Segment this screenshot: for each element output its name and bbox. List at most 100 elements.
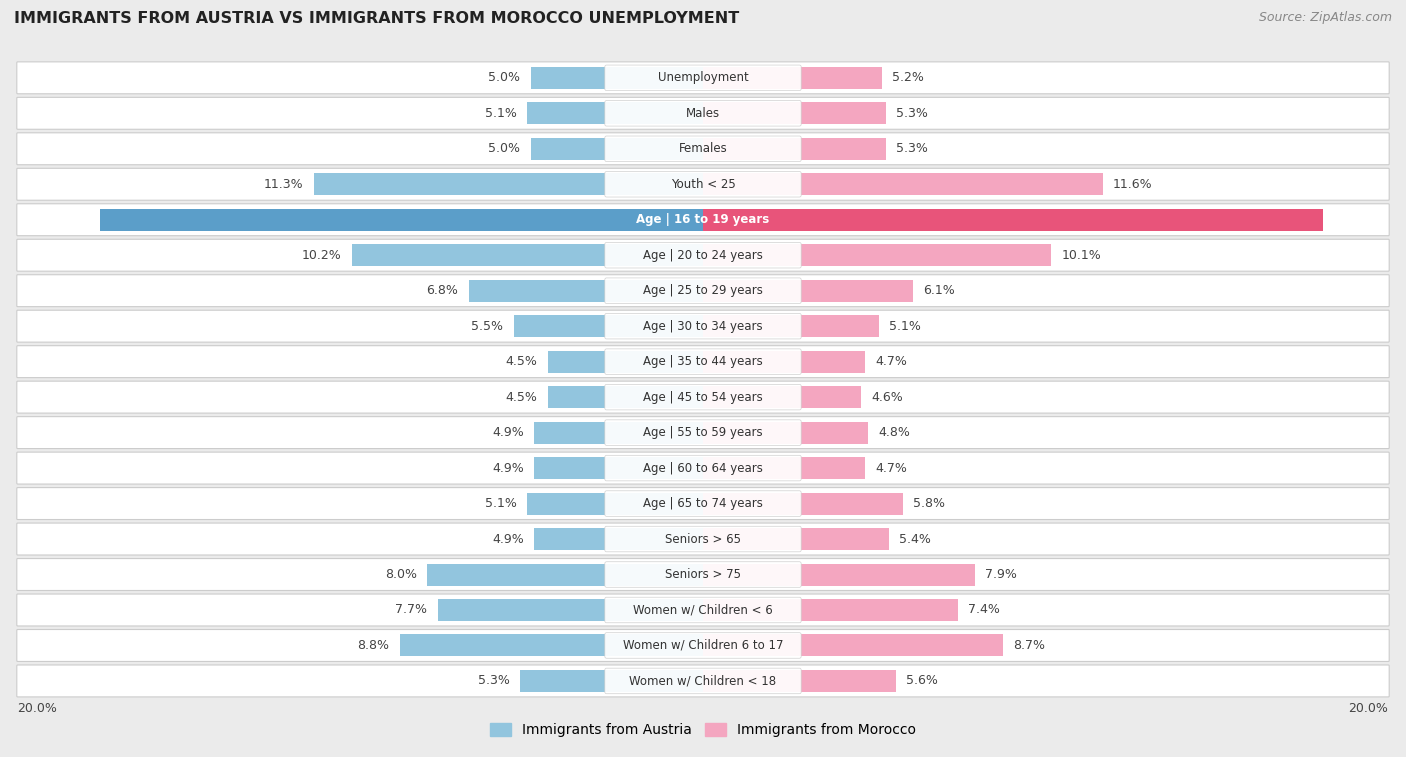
Bar (513, 315, 703, 337)
FancyBboxPatch shape (17, 239, 1389, 271)
FancyBboxPatch shape (17, 452, 1389, 484)
FancyBboxPatch shape (605, 668, 801, 693)
Bar (703, 599, 957, 621)
Text: Age | 65 to 74 years: Age | 65 to 74 years (643, 497, 763, 510)
FancyBboxPatch shape (605, 562, 801, 587)
Bar (703, 670, 896, 692)
Bar (534, 457, 703, 479)
Text: 5.2%: 5.2% (893, 71, 924, 84)
Bar (314, 173, 703, 195)
Bar (531, 67, 703, 89)
Bar (703, 245, 1050, 266)
FancyBboxPatch shape (605, 172, 801, 197)
Bar (468, 279, 703, 302)
Text: 7.9%: 7.9% (986, 568, 1018, 581)
Bar (703, 457, 865, 479)
Text: Women w/ Children < 18: Women w/ Children < 18 (630, 674, 776, 687)
Text: Youth < 25: Youth < 25 (671, 178, 735, 191)
Text: 6.1%: 6.1% (924, 284, 955, 298)
Text: 4.7%: 4.7% (875, 462, 907, 475)
Bar (427, 563, 703, 585)
Bar (703, 138, 886, 160)
Text: Seniors > 75: Seniors > 75 (665, 568, 741, 581)
Text: Age | 60 to 64 years: Age | 60 to 64 years (643, 462, 763, 475)
FancyBboxPatch shape (17, 382, 1389, 413)
Bar (548, 350, 703, 372)
FancyBboxPatch shape (605, 385, 801, 410)
Text: 20.0%: 20.0% (17, 702, 58, 715)
Text: Age | 35 to 44 years: Age | 35 to 44 years (643, 355, 763, 368)
FancyBboxPatch shape (17, 132, 1389, 165)
Text: 4.8%: 4.8% (879, 426, 911, 439)
Text: 5.3%: 5.3% (896, 107, 928, 120)
Text: 5.8%: 5.8% (912, 497, 945, 510)
Text: 7.4%: 7.4% (969, 603, 1000, 616)
FancyBboxPatch shape (605, 278, 801, 304)
FancyBboxPatch shape (17, 594, 1389, 626)
Text: Age | 16 to 19 years: Age | 16 to 19 years (637, 213, 769, 226)
Bar (352, 245, 703, 266)
Text: 5.1%: 5.1% (889, 319, 921, 332)
Bar (548, 386, 703, 408)
Text: 5.3%: 5.3% (896, 142, 928, 155)
Text: Women w/ Children 6 to 17: Women w/ Children 6 to 17 (623, 639, 783, 652)
Legend: Immigrants from Austria, Immigrants from Morocco: Immigrants from Austria, Immigrants from… (484, 718, 922, 743)
Text: 5.6%: 5.6% (907, 674, 938, 687)
Text: 5.0%: 5.0% (488, 142, 520, 155)
Text: 4.5%: 4.5% (506, 355, 537, 368)
Bar (703, 102, 886, 124)
FancyBboxPatch shape (605, 136, 801, 161)
Text: Age | 45 to 54 years: Age | 45 to 54 years (643, 391, 763, 403)
Bar (703, 350, 865, 372)
Text: 7.7%: 7.7% (395, 603, 427, 616)
Text: 5.1%: 5.1% (485, 107, 517, 120)
Bar (703, 67, 882, 89)
Bar (100, 209, 703, 231)
FancyBboxPatch shape (17, 204, 1389, 235)
Bar (437, 599, 703, 621)
FancyBboxPatch shape (605, 491, 801, 516)
Text: Females: Females (679, 142, 727, 155)
Text: Source: ZipAtlas.com: Source: ZipAtlas.com (1258, 11, 1392, 24)
FancyBboxPatch shape (17, 310, 1389, 342)
Text: 4.6%: 4.6% (872, 391, 904, 403)
FancyBboxPatch shape (605, 526, 801, 552)
Text: 5.0%: 5.0% (488, 71, 520, 84)
Text: Age | 30 to 34 years: Age | 30 to 34 years (643, 319, 763, 332)
FancyBboxPatch shape (605, 420, 801, 445)
Text: 4.9%: 4.9% (492, 462, 524, 475)
Bar (534, 528, 703, 550)
Bar (520, 670, 703, 692)
Text: 4.5%: 4.5% (506, 391, 537, 403)
Text: 10.2%: 10.2% (301, 249, 342, 262)
Bar (703, 279, 912, 302)
Text: 11.3%: 11.3% (264, 178, 304, 191)
FancyBboxPatch shape (17, 559, 1389, 590)
Bar (531, 138, 703, 160)
FancyBboxPatch shape (17, 275, 1389, 307)
FancyBboxPatch shape (605, 633, 801, 659)
FancyBboxPatch shape (17, 523, 1389, 555)
FancyBboxPatch shape (605, 313, 801, 339)
Text: IMMIGRANTS FROM AUSTRIA VS IMMIGRANTS FROM MOROCCO UNEMPLOYMENT: IMMIGRANTS FROM AUSTRIA VS IMMIGRANTS FR… (14, 11, 740, 26)
Text: Age | 55 to 59 years: Age | 55 to 59 years (643, 426, 763, 439)
Text: 11.6%: 11.6% (1114, 178, 1153, 191)
Text: 8.8%: 8.8% (357, 639, 389, 652)
FancyBboxPatch shape (605, 101, 801, 126)
Text: 18.0%: 18.0% (1333, 213, 1376, 226)
Bar (703, 386, 862, 408)
Text: Seniors > 65: Seniors > 65 (665, 532, 741, 546)
Text: 4.9%: 4.9% (492, 426, 524, 439)
Text: 17.5%: 17.5% (46, 213, 90, 226)
Bar (703, 634, 1002, 656)
FancyBboxPatch shape (605, 455, 801, 481)
Bar (703, 209, 1323, 231)
Text: Age | 25 to 29 years: Age | 25 to 29 years (643, 284, 763, 298)
FancyBboxPatch shape (17, 346, 1389, 378)
Text: 5.4%: 5.4% (900, 532, 931, 546)
FancyBboxPatch shape (17, 62, 1389, 94)
Bar (527, 493, 703, 515)
Text: Age | 20 to 24 years: Age | 20 to 24 years (643, 249, 763, 262)
Bar (703, 422, 869, 444)
Text: 6.8%: 6.8% (426, 284, 458, 298)
